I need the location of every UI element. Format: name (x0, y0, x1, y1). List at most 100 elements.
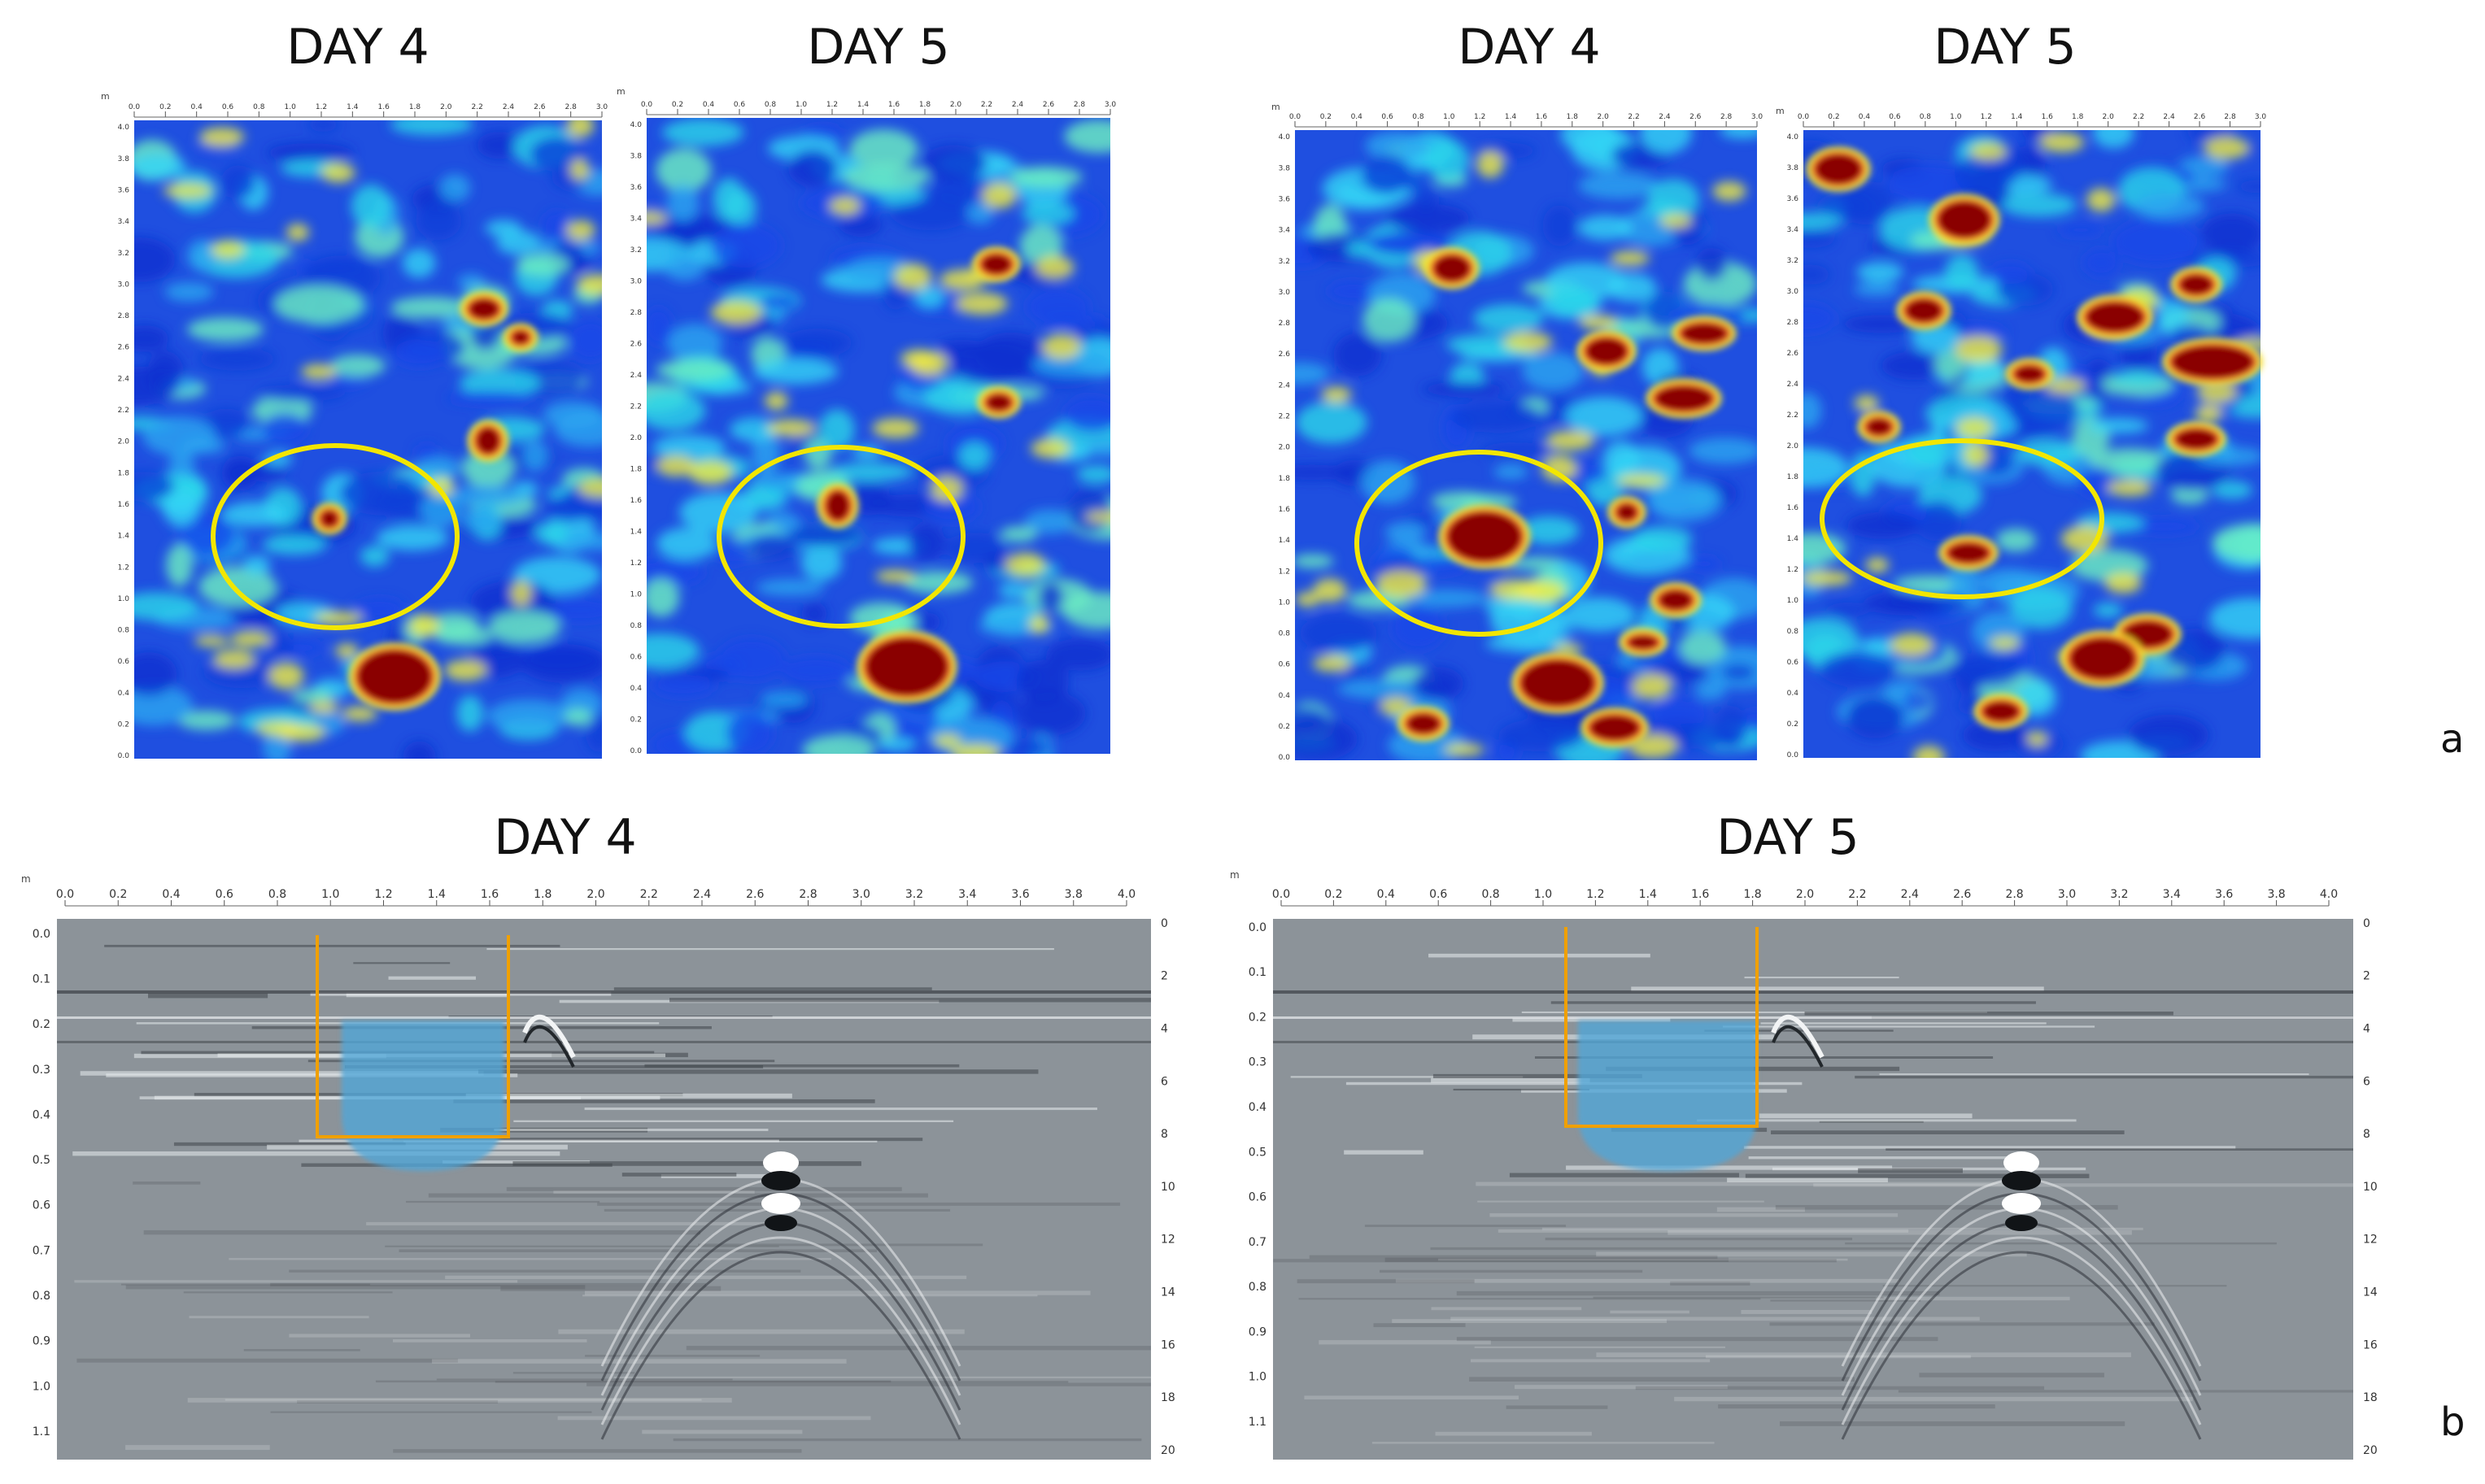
b1-x-tick-label: 2.0 (586, 888, 604, 901)
t4-y-tick-label: 3.0 (1787, 288, 1799, 296)
y-ticks-b1: 0.0 0.1 0.2 0.3 0.4 0.5 0.6 0.7 0.8 0.9 1.0 1.1 (33, 928, 50, 1438)
t4-y-tick-label: 4.0 (1787, 133, 1799, 141)
t3-x-tick-label: 1.6 (1536, 113, 1548, 121)
t1-y-tick-label: 3.8 (118, 155, 130, 163)
t4-y-tick-label: 0.2 (1787, 720, 1798, 729)
panel-label-b: b (2440, 1399, 2465, 1445)
b1-y2-tick-label: 0 (1161, 917, 1168, 930)
b2-x-tick-label: 1.2 (1586, 888, 1604, 901)
b2-x-tick-label: 3.2 (2110, 888, 2128, 901)
t4-y-tick-label: 2.6 (1787, 350, 1799, 358)
t2-y-tick-label: 1.4 (630, 529, 643, 537)
t2-y-tick-label: 0.0 (630, 747, 643, 755)
t1-x-tick-label: 2.0 (440, 103, 452, 111)
t4-y-tick-label: 3.6 (1787, 195, 1799, 203)
b1-x-tick-label: 0.2 (109, 888, 127, 901)
t2-y-tick-label: 0.8 (630, 622, 643, 630)
t1-x-tick-label: 1.8 (409, 103, 421, 111)
b2-y2-tick-label: 10 (2363, 1181, 2378, 1194)
t2-y-tick-label: 0.6 (630, 654, 643, 662)
title-t1: DAY 4 (286, 19, 429, 76)
b2-x-tick-label: 2.8 (2005, 888, 2023, 901)
t1-y-tick-label: 0.2 (118, 721, 129, 729)
t3-y-tick-label: 1.8 (1279, 475, 1291, 483)
b2-y-tick-label: 0.7 (1249, 1236, 1266, 1249)
annotation-circle-t4 (1820, 438, 2104, 599)
b1-y2-tick-label: 10 (1161, 1181, 1175, 1194)
radargram-b1: DAY 4 m 0.0 0.2 0.4 0.6 0.8 1.0 1.2 1.4 1.6 1.8 2.… (21, 809, 1175, 1460)
t1-y-tick-label: 1.8 (118, 469, 130, 477)
t4-y-tick-label: 0.4 (1787, 690, 1799, 698)
b2-x-tick-label: 2.4 (1901, 888, 1919, 901)
title-b1: DAY 4 (494, 809, 636, 866)
b2-x-tick-label: 1.4 (1639, 888, 1657, 901)
b2-y-tick-label: 0.0 (1249, 921, 1266, 934)
b1-x-tick-label: 3.6 (1011, 888, 1029, 901)
b2-y2-tick-label: 0 (2363, 917, 2370, 930)
t3-x-tick-label: 1.8 (1567, 113, 1579, 121)
t2-y-tick-label: 3.0 (630, 278, 643, 286)
b1-y-tick-label: 0.0 (33, 928, 50, 941)
b2-y-tick-label: 0.5 (1249, 1146, 1266, 1159)
t1-y-tick-label: 2.0 (118, 438, 130, 446)
t4-x-tick-label: 2.2 (2133, 113, 2144, 121)
t2-y-tick-label: 3.8 (630, 153, 643, 161)
t1-y-tick-label: 0.6 (118, 658, 130, 666)
t2-y-tick-label: 3.2 (630, 246, 642, 255)
t3-y-tick-label: 1.4 (1279, 537, 1291, 545)
t4-x-tick-label: 3.0 (2255, 113, 2267, 121)
b1-x-tick-label: 2.2 (640, 888, 658, 901)
heatmap-hotspots (1397, 247, 1737, 748)
t4-y-tick-label: 2.8 (1787, 319, 1799, 327)
t3-y-tick-label: 3.8 (1279, 164, 1291, 172)
t4-y-tick-label: 0.0 (1787, 751, 1799, 759)
unit-t1: m (101, 91, 110, 102)
b1-y2-tick-label: 4 (1161, 1023, 1168, 1036)
t3-x-tick-label: 2.8 (1720, 113, 1733, 121)
b1-y-tick-label: 1.1 (33, 1425, 50, 1438)
annotation-box-b1 (316, 935, 510, 1138)
t4-y-tick-label: 0.6 (1787, 659, 1799, 667)
t2-y-tick-label: 0.4 (630, 685, 643, 693)
b1-x-tick-label: 1.6 (481, 888, 499, 901)
t2-x-tick-label: 0.6 (734, 101, 746, 109)
panel-label-a: a (2440, 716, 2464, 762)
t2-x-tick-label: 0.0 (641, 101, 653, 109)
x-ticks-t2: 0.0 0.2 0.4 0.6 0.8 1.0 1.2 1.4 1.6 1.8 2.0 2.2 2.4 2… (641, 101, 1116, 115)
t2-y-tick-label: 2.2 (630, 403, 642, 411)
t4-x-tick-label: 0.4 (1859, 113, 1871, 121)
heatmap-t3: DAY 4 m 0.0 0.2 0.4 0.6 0.8 1.0 1.2 1.4 1.6 1.8 2.… (1271, 19, 1763, 762)
t2-y-tick-label: 2.6 (630, 341, 643, 349)
t1-y-tick-label: 1.2 (118, 564, 129, 572)
t2-y-tick-label: 2.8 (630, 309, 643, 317)
y2-ticks-b1: 0 2 4 6 8 10 12 14 16 18 20 (1161, 917, 1175, 1457)
t1-y-tick-label: 1.4 (118, 533, 130, 541)
b1-x-tick-label: 1.4 (428, 888, 446, 901)
b2-x-tick-label: 2.2 (1848, 888, 1866, 901)
b2-x-tick-label: 1.6 (1691, 888, 1709, 901)
b2-y2-tick-label: 6 (2363, 1075, 2370, 1088)
t4-y-tick-label: 0.8 (1787, 628, 1799, 636)
radargram-image-b1 (57, 919, 1151, 1460)
title-t4: DAY 5 (1934, 19, 2076, 76)
heatmap-hotspots (1806, 146, 2263, 729)
b2-y-tick-label: 0.3 (1249, 1056, 1266, 1069)
b2-x-tick-label: 2.6 (1953, 888, 1971, 901)
b1-y2-tick-label: 18 (1161, 1391, 1175, 1404)
t2-x-tick-label: 2.0 (950, 101, 962, 109)
b2-x-tick-label: 0.8 (1481, 888, 1499, 901)
b1-x-tick-label: 3.8 (1065, 888, 1083, 901)
t1-y-tick-label: 0.4 (118, 690, 130, 698)
t3-x-tick-label: 2.4 (1659, 113, 1671, 121)
t1-x-tick-label: 0.6 (222, 103, 234, 111)
t1-y-tick-label: 2.8 (118, 312, 130, 320)
heatmap-t4: DAY 5 m 0.0 0.2 0.4 0.6 0.8 1.0 1.2 1.4 1.6 1.8 2.… (1776, 19, 2267, 759)
t3-x-tick-label: 0.4 (1351, 113, 1363, 121)
b1-y-tick-label: 0.3 (33, 1064, 50, 1077)
t2-x-tick-label: 2.4 (1012, 101, 1024, 109)
b1-y-tick-label: 0.5 (33, 1154, 50, 1167)
t1-x-tick-label: 2.2 (472, 103, 483, 111)
t2-x-tick-label: 2.6 (1043, 101, 1055, 109)
t3-y-tick-label: 3.0 (1279, 289, 1291, 297)
t1-y-tick-label: 4.0 (118, 124, 130, 132)
